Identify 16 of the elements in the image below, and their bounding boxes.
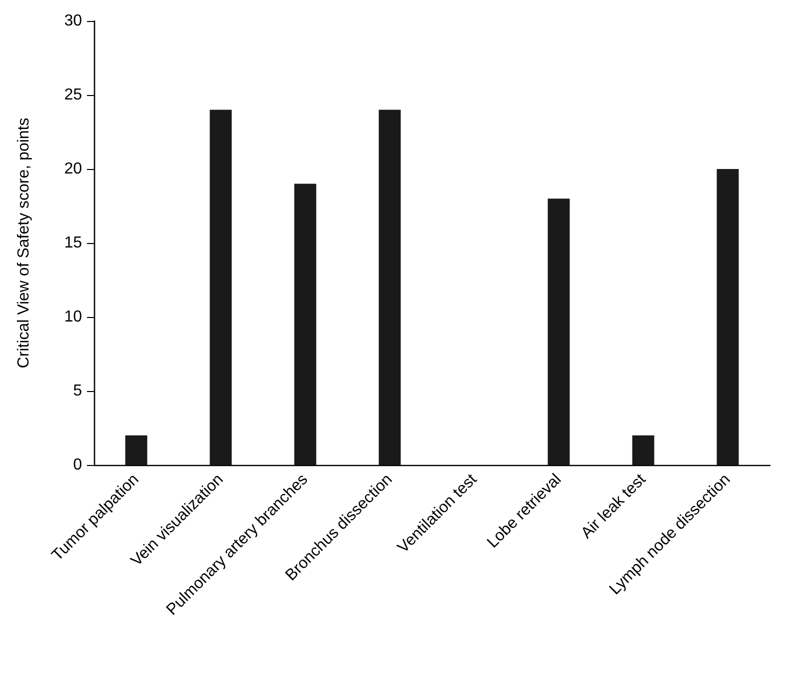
y-tick-label: 5 bbox=[73, 382, 82, 400]
y-tick-label: 10 bbox=[64, 308, 82, 326]
y-tick-label: 20 bbox=[64, 160, 82, 178]
y-tick-label: 25 bbox=[64, 86, 82, 104]
bar bbox=[294, 184, 316, 465]
bar bbox=[125, 435, 148, 465]
y-tick-label: 30 bbox=[64, 12, 82, 30]
y-tick-label: 0 bbox=[73, 456, 82, 474]
bar bbox=[378, 110, 401, 465]
bar bbox=[716, 169, 739, 465]
x-tick-label: Air leak test bbox=[578, 470, 650, 542]
bar bbox=[632, 435, 654, 465]
bar bbox=[548, 198, 570, 465]
bar bbox=[210, 110, 232, 465]
y-tick-label: 15 bbox=[64, 234, 82, 252]
y-axis-title: Critical View of Safety score, points bbox=[16, 118, 32, 368]
